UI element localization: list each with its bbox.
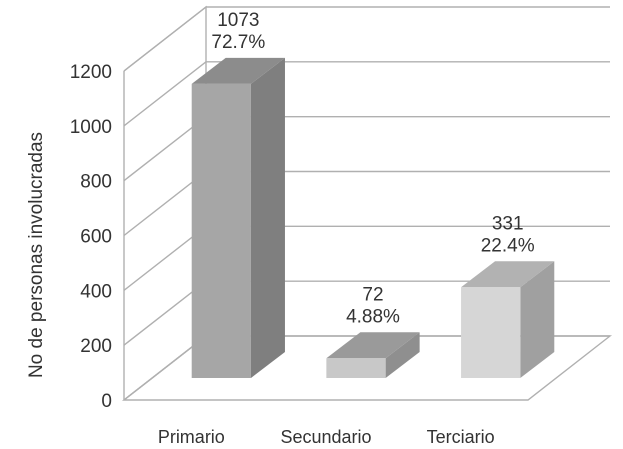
bar-side (250, 57, 285, 379)
bar-front (191, 83, 251, 379)
data-label-percent: 22.4% (481, 235, 535, 256)
y-axis-label: No de personas involucradas (26, 132, 47, 378)
bar-front (326, 358, 386, 378)
data-label-value: 1073 (217, 10, 259, 31)
y-tick-label: 800 (80, 172, 112, 193)
bar-top (326, 332, 420, 359)
data-label-value: 72 (362, 284, 383, 305)
bars (191, 57, 555, 379)
y-axis-ticks: 0 200 400 600 800 1000 1200 (70, 62, 112, 412)
bar-top (191, 57, 285, 84)
y-tick-label: 0 (101, 391, 112, 412)
y-tick-label: 1000 (70, 117, 112, 138)
bar-top (461, 261, 555, 288)
bar-side (520, 261, 555, 378)
y-tick-label: 600 (80, 227, 112, 248)
data-label-percent: 72.7% (211, 32, 265, 53)
data-label-value: 331 (492, 213, 524, 234)
x-tick-label: Terciario (427, 427, 495, 447)
bar-primario (191, 57, 285, 379)
bar-side (385, 332, 420, 378)
bar-secundario (326, 332, 420, 378)
y-tick-label: 400 (80, 281, 112, 302)
x-tick-label: Secundario (280, 427, 371, 447)
bar-terciario (461, 261, 555, 378)
x-tick-label: Primario (158, 427, 225, 447)
gridline (123, 61, 610, 127)
y-tick-label: 1200 (70, 62, 112, 83)
bar-front (461, 287, 521, 378)
x-axis-ticks: Primario Secundario Terciario (158, 427, 495, 447)
gridline (123, 6, 610, 72)
y-tick-label: 200 (80, 336, 112, 357)
data-label-percent: 4.88% (346, 306, 400, 327)
